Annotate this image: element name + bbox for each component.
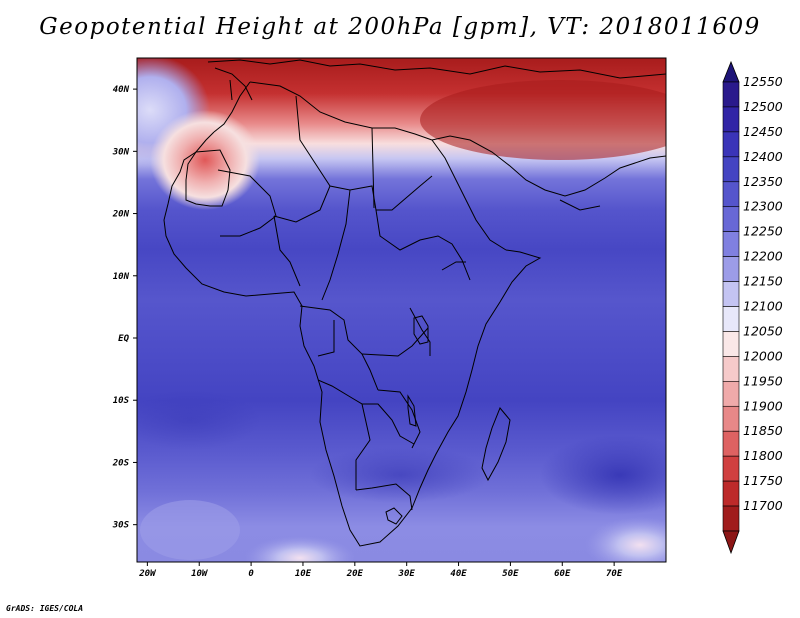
- y-tick-label: 20N: [112, 210, 130, 220]
- colorbar-label: 11950: [743, 373, 783, 388]
- map-title: Geopotential Height at 200hPa [gpm], VT:…: [39, 14, 761, 40]
- y-tick-label: 30S: [112, 521, 130, 531]
- x-tick-label: 20E: [346, 569, 364, 579]
- colorbar-label: 12500: [743, 99, 783, 114]
- colorbar-label: 12300: [743, 199, 783, 214]
- colorbar-label: 12050: [743, 323, 783, 338]
- colorbar-swatch: [722, 256, 740, 282]
- colorbar-label: 12450: [743, 124, 783, 139]
- y-tick-label: 30N: [112, 147, 130, 157]
- colorbar-label: 12350: [743, 174, 783, 189]
- colorbar-swatch: [722, 480, 740, 507]
- x-tick-label: 20W: [138, 569, 157, 579]
- y-tick-label: 10N: [113, 272, 130, 282]
- colorbar-label: 11800: [743, 448, 783, 463]
- grads-credit: GrADS: IGES/COLA: [6, 604, 84, 613]
- x-tick-label: 0: [248, 569, 254, 579]
- y-tick-label: 10S: [113, 396, 130, 406]
- colorbar-swatch: [722, 430, 740, 457]
- colorbar-label: 12400: [743, 149, 783, 164]
- x-tick-label: 60E: [554, 569, 571, 579]
- colorbar-label: 12200: [743, 249, 783, 264]
- coastlines: [163, 59, 666, 547]
- x-axis: 20W 10W 0 10E 20E 30E 40E 50E 60E 70E: [138, 562, 623, 579]
- colorbar-swatch: [722, 156, 740, 183]
- colorbar-swatch: [722, 356, 740, 382]
- x-tick-label: 40E: [450, 569, 467, 579]
- colorbar-swatch: [722, 206, 740, 232]
- x-tick-label: 70E: [606, 569, 623, 579]
- colorbar-swatch: [722, 281, 740, 307]
- colorbar-label: 11900: [743, 398, 783, 413]
- colorbar-swatch: [722, 306, 740, 332]
- colorbar-label: 12000: [743, 348, 783, 363]
- colorbar-swatch: [722, 106, 740, 133]
- x-tick-label: 10W: [191, 569, 209, 579]
- colorbar-swatch: [722, 181, 740, 208]
- colorbar-label: 12550: [743, 74, 783, 89]
- colorbar: 12550 12500 12450 12400 12350 12300 12250 12200…: [722, 60, 783, 555]
- colorbar-swatch: [722, 131, 740, 158]
- colorbar-swatch: [722, 331, 740, 357]
- colorbar-swatch: [722, 231, 740, 257]
- colorbar-label: 11700: [743, 498, 783, 513]
- y-tick-label: EQ: [118, 334, 129, 344]
- plot-frame: [136, 57, 667, 563]
- y-tick-label: 40N: [113, 85, 130, 95]
- x-tick-label: 30E: [398, 569, 416, 579]
- colorbar-bottom-arrow: [722, 530, 740, 555]
- colorbar-label: 11850: [743, 423, 783, 438]
- colorbar-swatch: [722, 381, 740, 407]
- colorbar-label: 11750: [743, 473, 783, 488]
- contour-field: [137, 58, 666, 562]
- colorbar-swatch: [722, 81, 740, 108]
- colorbar-swatch: [722, 455, 740, 482]
- colorbar-label: 12100: [743, 299, 783, 314]
- colorbar-swatch: [722, 405, 740, 432]
- colorbar-top-arrow: [722, 60, 740, 83]
- colorbar-swatch: [722, 505, 740, 532]
- y-axis: 40N 30N 20N 10N EQ 10S 20S 30S: [112, 85, 137, 531]
- colorbar-label: 12250: [743, 224, 783, 239]
- y-tick-label: 20S: [112, 458, 130, 468]
- x-tick-label: 50E: [502, 569, 519, 579]
- x-tick-label: 10E: [295, 569, 312, 579]
- colorbar-label: 12150: [743, 274, 783, 289]
